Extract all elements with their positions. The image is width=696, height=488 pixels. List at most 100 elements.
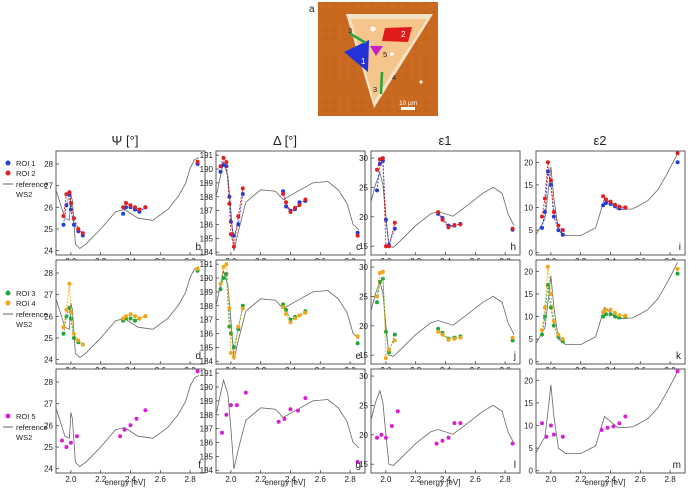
roi-2-point	[218, 164, 223, 169]
legend-label-roi-2: ROI 2	[16, 169, 36, 178]
roi-4-point	[68, 310, 73, 314]
roi-2-point	[281, 192, 286, 196]
roi-2-point	[556, 223, 561, 228]
roi-1-point	[604, 201, 608, 205]
y-tick-label: 10	[524, 313, 533, 322]
y-tick-label: 191	[200, 151, 214, 160]
roi-2-point	[446, 225, 451, 230]
legend-label-ws2: WS2	[16, 433, 32, 442]
y-tick-label: 30	[359, 372, 368, 381]
roi-2-point	[355, 233, 360, 238]
roi-3-point	[392, 332, 397, 337]
x-tick-label: 2.4	[440, 475, 452, 484]
roi-5-point	[551, 432, 556, 437]
y-tick-label: 186	[200, 220, 214, 229]
roi-4-point	[67, 281, 72, 286]
roi-2-point	[551, 210, 556, 214]
roi-4-point	[551, 319, 556, 323]
x-tick-label: 2.6	[315, 475, 327, 484]
y-tick-label: 0	[529, 467, 534, 476]
roi-2-region	[382, 27, 412, 42]
roi-5-point	[143, 408, 148, 413]
roi-2-point	[68, 201, 73, 205]
roi-2-point	[195, 159, 200, 164]
panel-letter-k: k	[676, 351, 682, 362]
plot-grid: 24252627282.02.22.42.62.8b18418518618718…	[44, 150, 686, 484]
roi-5-point	[243, 390, 248, 395]
roi-5-point	[605, 425, 610, 430]
plot-frame	[55, 368, 206, 474]
roi-2-point	[545, 160, 550, 165]
roi-3-point	[675, 271, 680, 276]
roi-4-point	[380, 269, 385, 274]
panel-letter-m: m	[673, 460, 681, 471]
y-tick-label: 10	[524, 204, 533, 213]
reference-ws2-line	[215, 378, 360, 469]
y-tick-label: 20	[524, 158, 533, 167]
legend-label-ws2: WS2	[16, 190, 32, 199]
y-tick-label: 20	[524, 376, 533, 385]
y-tick-label: 24	[44, 356, 53, 365]
flake-spot	[390, 52, 394, 56]
roi-4-point	[675, 267, 680, 271]
roi-3-line-top	[348, 31, 367, 45]
roi-5-point	[375, 435, 379, 440]
roi-1-point	[281, 189, 286, 194]
roi-2-point	[604, 197, 608, 202]
roi-2-point	[613, 202, 617, 207]
panel-letter-l: l	[514, 460, 516, 471]
roi-5-point	[458, 421, 463, 426]
y-tick-label: 20	[359, 322, 368, 331]
roi-2-point	[121, 205, 126, 210]
roi-4-dashed-line	[122, 313, 146, 319]
roi-5-point	[675, 369, 680, 374]
roi-2-point	[231, 244, 236, 249]
roi-5-point	[599, 428, 604, 432]
roi-4-point	[386, 347, 391, 352]
plot-frame	[215, 368, 366, 474]
legend-marker-roi-4	[5, 300, 11, 306]
panel-a-label: a	[309, 4, 315, 15]
roi-2-point	[383, 244, 388, 249]
roi-label-5: 5	[383, 50, 387, 59]
y-tick-label: 15	[359, 242, 368, 251]
roi-4-point	[542, 305, 547, 310]
legend-label-roi-3: ROI 3	[16, 289, 36, 298]
y-tick-label: 191	[200, 260, 214, 269]
y-tick-label: 188	[200, 193, 214, 202]
y-tick-label: 15	[524, 181, 533, 190]
y-tick-label: 184	[200, 248, 214, 257]
y-tick-label: 187	[200, 316, 214, 325]
roi-2-point	[392, 220, 397, 225]
roi-5-point	[548, 423, 553, 428]
legend-label-roi-4: ROI 4	[16, 299, 36, 308]
roi-1-point	[375, 188, 379, 193]
roi-2-point	[71, 216, 76, 221]
roi-2-point	[224, 160, 229, 165]
roi-4-point	[293, 316, 297, 321]
column-header-eps1: ε1	[438, 133, 451, 148]
roi-label-3-top: 3	[348, 26, 352, 35]
roi-5-point	[234, 403, 239, 408]
y-tick-label: 25	[359, 401, 368, 410]
roi-4-point	[355, 334, 360, 339]
y-tick-label: 185	[200, 234, 214, 243]
roi-2-point	[61, 214, 66, 218]
roi-4-point	[601, 310, 606, 314]
roi-3-point	[601, 314, 606, 319]
roi-1-point	[675, 160, 680, 165]
roi-5-point	[276, 419, 281, 424]
column-header-delta: Δ [°]	[273, 133, 297, 148]
roi-4-point	[392, 338, 397, 343]
roi-2-point	[128, 203, 133, 208]
roi-2-point	[377, 157, 382, 162]
roi-2-point	[221, 155, 226, 160]
y-tick-label: 188	[200, 411, 214, 420]
roi-5-point	[383, 435, 388, 440]
roi-5-point	[446, 435, 451, 440]
roi-2-point	[64, 192, 69, 197]
roi-4-point	[303, 310, 308, 315]
